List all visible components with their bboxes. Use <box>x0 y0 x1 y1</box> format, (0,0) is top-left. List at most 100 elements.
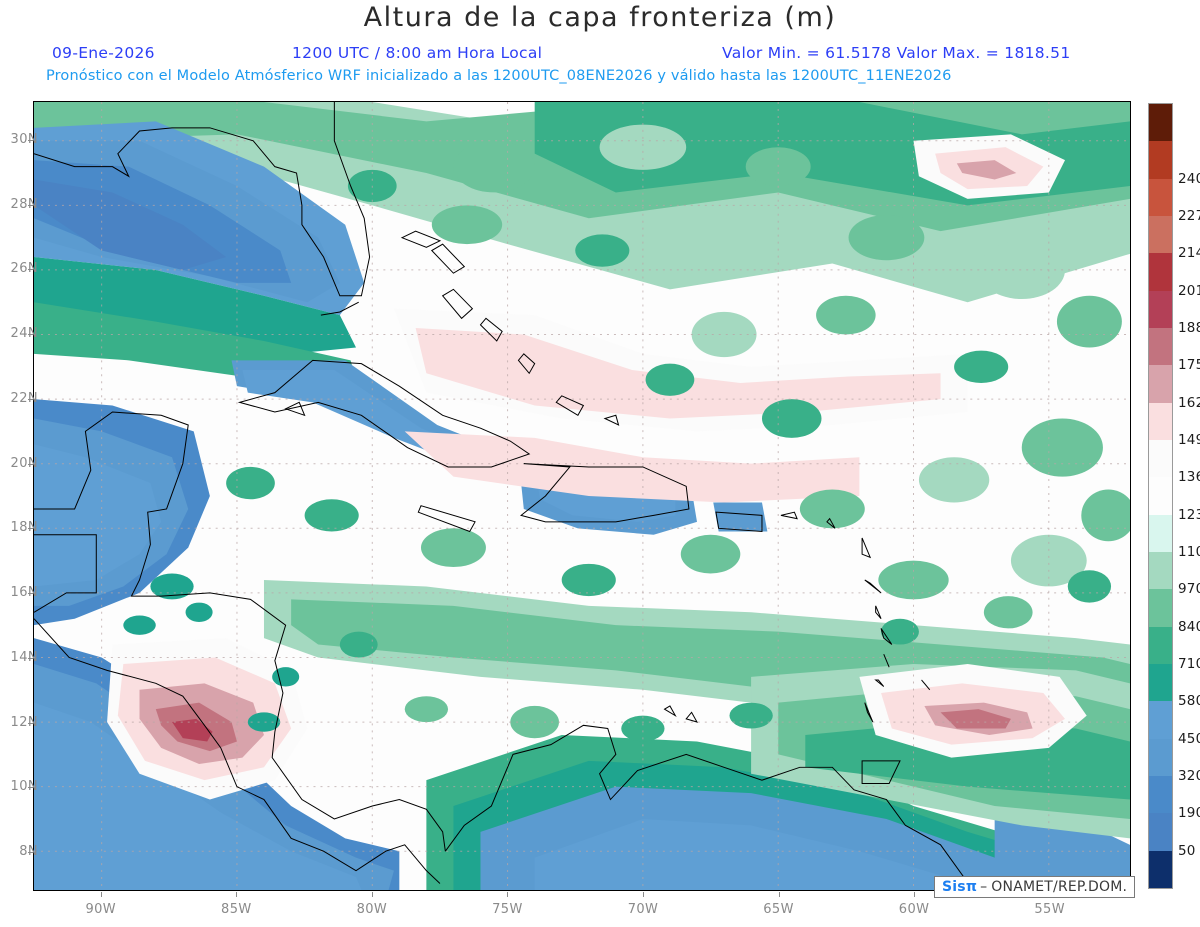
contour-cell <box>978 240 1066 299</box>
colorbar-band <box>1149 215 1172 254</box>
contour-cell <box>123 615 156 635</box>
y-axis-tick-label: 16N <box>10 585 38 601</box>
contour-cell <box>272 667 300 687</box>
colorbar-band <box>1149 775 1172 814</box>
contour-cell <box>339 631 378 658</box>
y-axis-tick-label: 10N <box>10 779 38 795</box>
colorbar-tick-label: 1490 <box>1178 432 1200 448</box>
colorbar-band <box>1149 104 1172 142</box>
y-axis-tick-label: 8N <box>19 844 38 860</box>
contour-cell <box>729 702 773 729</box>
x-axis-tick-label: 65W <box>763 902 794 917</box>
y-axis-tick <box>28 334 33 336</box>
x-axis-tick <box>914 892 916 897</box>
y-axis-tick-label: 26N <box>10 261 38 277</box>
x-axis-tick-label: 75W <box>492 902 523 917</box>
contour-cell <box>1056 295 1122 348</box>
y-axis-tick-label: 24N <box>10 326 38 342</box>
colorbar-band <box>1149 738 1172 776</box>
colorbar-tick-label: 1750 <box>1178 357 1200 374</box>
contour-cell <box>404 696 449 723</box>
x-axis-tick <box>778 892 780 897</box>
y-axis-tick <box>28 528 33 530</box>
y-axis-tick-label: 22N <box>10 390 38 406</box>
colorbar-band <box>1149 626 1172 664</box>
colorbar-tick-label: 710 <box>1178 656 1200 672</box>
colorbar-band <box>1149 701 1172 739</box>
y-axis-tick <box>28 269 33 271</box>
contour-band <box>956 160 1017 180</box>
contour-cell <box>645 363 695 396</box>
y-axis-tick-label: 14N <box>10 649 38 665</box>
colorbar-tick-label: 970 <box>1178 581 1200 598</box>
contour-cell <box>954 350 1009 383</box>
contour-band <box>994 806 1130 890</box>
y-axis-tick <box>28 852 33 854</box>
contour-cell <box>691 311 757 358</box>
colorbar-tick-label: 580 <box>1178 693 1200 710</box>
attribution-badge: Sisπ – ONAMET/REP.DOM. <box>934 876 1136 898</box>
colorbar-band <box>1149 514 1172 552</box>
y-axis-tick <box>28 398 33 400</box>
contour-cell <box>918 457 990 503</box>
contour-band <box>415 328 941 419</box>
forecast-date: 09-Ene-2026 <box>52 44 155 62</box>
page-title: Altura de la capa fronteriza (m) <box>363 2 837 33</box>
y-axis-tick-label: 30N <box>10 131 38 147</box>
contour-cell <box>799 489 865 529</box>
y-axis-tick <box>28 593 33 595</box>
contour-cell <box>1067 570 1112 603</box>
colorbar-tick-label: 1880 <box>1178 320 1200 336</box>
colorbar-tick-label: 2270 <box>1178 208 1200 224</box>
colorbar <box>1148 103 1173 889</box>
y-axis-tick <box>28 204 33 206</box>
colorbar-band <box>1149 178 1172 216</box>
y-axis-tick-label: 20N <box>10 455 38 471</box>
colorbar-tick-label: 2400 <box>1178 170 1200 187</box>
contour-cell <box>304 499 359 532</box>
chart-header: Altura de la capa fronteriza (m) 09-Ene-… <box>0 0 1200 92</box>
x-axis-tick-label: 85W <box>221 902 252 917</box>
attribution-separator: – <box>980 879 988 895</box>
y-axis-tick <box>28 787 33 789</box>
colorbar-tick-label: 190 <box>1178 805 1200 822</box>
value-range: Valor Min. = 61.5178 Valor Max. = 1818.5… <box>722 44 1071 62</box>
colorbar-tick-label: 2140 <box>1178 245 1200 262</box>
x-axis-tick <box>643 892 644 897</box>
contour-cell <box>510 705 559 739</box>
x-axis-tick <box>100 892 102 897</box>
x-axis-tick-label: 80W <box>356 902 388 917</box>
contour-cell <box>185 602 213 622</box>
sispi-logo: Sisπ <box>942 879 978 895</box>
y-axis-tick-label: 18N <box>10 520 38 536</box>
colorbar-tick-label: 1360 <box>1178 469 1200 486</box>
colorbar-band <box>1149 365 1172 403</box>
attribution-source: ONAMET/REP.DOM. <box>991 879 1128 895</box>
x-axis-tick-label: 60W <box>898 902 930 917</box>
forecast-time: 1200 UTC / 8:00 am Hora Local <box>292 44 543 62</box>
contour-cell <box>431 205 503 245</box>
x-axis-tick-label: 70W <box>627 902 659 917</box>
colorbar-tick-label: 450 <box>1178 730 1200 747</box>
colorbar-tick-label: 1230 <box>1178 506 1200 523</box>
contour-cell <box>881 618 919 645</box>
contour-cell <box>226 466 275 500</box>
contour-cell <box>680 534 741 574</box>
contour-cell <box>761 399 822 438</box>
colorbar-band <box>1149 327 1172 366</box>
map-plot-area <box>33 101 1131 891</box>
colorbar-band <box>1149 663 1172 702</box>
boundary-layer-height-field <box>34 102 1130 890</box>
colorbar-band <box>1149 477 1172 515</box>
colorbar-tick-label: 1620 <box>1178 394 1200 411</box>
contour-cell <box>347 169 397 203</box>
contour-cell <box>453 140 535 193</box>
contour-cell <box>621 715 665 742</box>
x-axis-tick-label: 55W <box>1034 902 1065 917</box>
contour-cell <box>745 147 811 186</box>
colorbar-band <box>1149 813 1172 851</box>
contour-cell <box>561 563 616 597</box>
colorbar-tick-label: 320 <box>1178 768 1200 784</box>
y-axis-tick <box>28 463 33 465</box>
y-axis-tick <box>28 657 33 659</box>
